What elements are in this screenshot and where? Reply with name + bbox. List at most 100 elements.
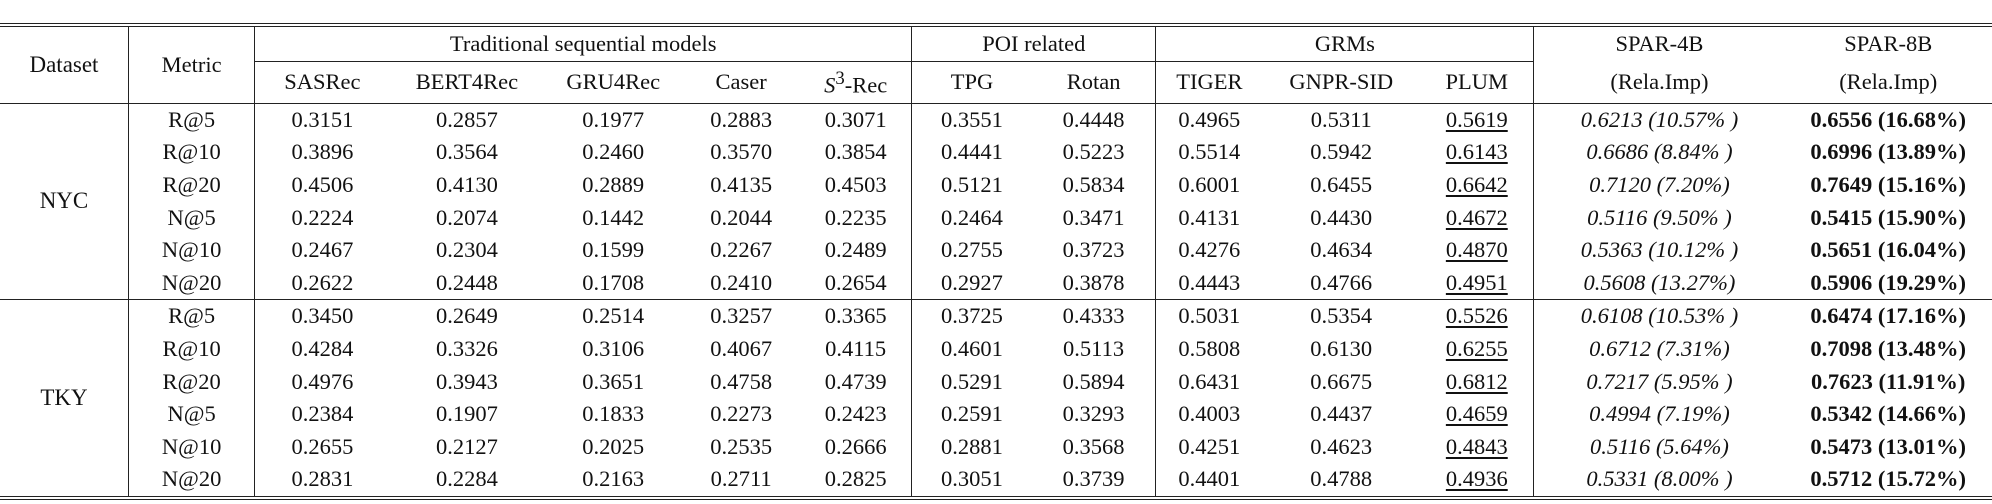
- tpg-header: TPG: [911, 61, 1032, 103]
- spar4b-value-cell: 0.7120 (7.20%): [1533, 168, 1785, 202]
- second-best-value: 0.6812: [1445, 368, 1508, 394]
- spar8b-best-value-cell: 0.7649 (15.16%): [1810, 171, 1967, 197]
- value-cell: 0.4672: [1420, 201, 1534, 234]
- gnprsid-header: GNPR-SID: [1262, 61, 1421, 103]
- value-cell: 0.1833: [582, 401, 645, 427]
- value-cell: 0.4965: [1155, 102, 1263, 137]
- value-cell: 0.3739: [1062, 466, 1125, 492]
- value-cell: 0.2127: [435, 433, 498, 459]
- value-cell: 0.4430: [1310, 204, 1373, 230]
- value-cell: 0.2423: [824, 401, 887, 427]
- value-cell: 0.3568: [1062, 433, 1125, 459]
- metric-label: N@5: [127, 397, 255, 431]
- value-cell: 0.3896: [254, 136, 390, 169]
- value-cell: 0.2655: [254, 430, 390, 464]
- value-cell: 0.5354: [1262, 299, 1421, 333]
- tiger-header: TIGER: [1155, 61, 1263, 103]
- value-cell: 0.2666: [824, 433, 887, 459]
- value-cell: 0.6812: [1420, 365, 1534, 398]
- value-cell: 0.2514: [544, 299, 683, 333]
- s3rec-suffix: -Rec: [844, 72, 888, 98]
- spar8b-best-value-cell: 0.5906 (19.29%): [1810, 269, 1967, 295]
- value-cell: 0.5514: [1155, 136, 1263, 169]
- spar8b-best-value-cell: 0.6474 (17.16%): [1784, 299, 1992, 333]
- value-cell: 0.2273: [710, 401, 773, 427]
- dataset-label: NYC: [0, 102, 129, 300]
- value-cell: 0.4067: [710, 335, 773, 361]
- value-cell: 0.2649: [389, 299, 545, 333]
- spar4b-value-cell: 0.5116 (5.64%): [1533, 430, 1785, 464]
- value-cell: 0.3723: [1062, 237, 1125, 263]
- value-cell: 0.4976: [254, 365, 390, 398]
- value-cell: 0.5223: [1062, 139, 1125, 165]
- spar8b-best-value-cell: 0.6996 (13.89%): [1810, 139, 1967, 165]
- value-cell: 0.2535: [710, 433, 773, 459]
- value-cell: 0.2224: [254, 201, 390, 234]
- poi-group-header: POI related: [911, 25, 1156, 62]
- value-cell: 0.3943: [435, 368, 498, 394]
- value-cell: 0.4135: [710, 171, 773, 197]
- metric-label: N@10: [127, 430, 255, 464]
- metric-label: R@10: [127, 332, 255, 366]
- value-cell: 0.4870: [1420, 234, 1534, 267]
- value-cell: 0.2622: [254, 266, 390, 300]
- value-cell: 0.2460: [582, 139, 645, 165]
- grms-group-header: GRMs: [1155, 25, 1534, 62]
- table-row: R@20 0.4976 0.3943 0.3651 0.4758 0.4739 0.5291…: [0, 365, 1992, 398]
- value-cell: 0.5894: [1062, 368, 1125, 394]
- value-cell: 0.4951: [1420, 266, 1534, 299]
- spar4b-subheader: (Rela.Imp): [1533, 61, 1785, 103]
- table-row: R@10 0.4284 0.3326 0.3106 0.4067 0.4115 0.4601…: [0, 332, 1992, 366]
- value-cell: 0.2163: [582, 466, 645, 492]
- value-cell: 0.3725: [911, 299, 1032, 333]
- table-row: NYC R@5 0.3151 0.2857 0.1977 0.2883 0.3071 0.35…: [0, 102, 1992, 300]
- value-cell: 0.5113: [1063, 335, 1125, 361]
- value-cell: 0.1442: [582, 204, 645, 230]
- value-cell: 0.6143: [1420, 136, 1534, 169]
- metric-label: R@5: [127, 102, 255, 137]
- value-cell: 0.4115: [825, 335, 887, 361]
- table-row: N@20 0.2831 0.2284 0.2163 0.2711 0.2825 0.3051…: [0, 463, 1992, 498]
- value-cell: 0.3878: [1062, 269, 1125, 295]
- value-cell: 0.4401: [1155, 463, 1263, 498]
- spar8b-best-value-cell: 0.5473 (13.01%): [1810, 433, 1967, 459]
- spar8b-best-value-cell: 0.7098 (13.48%): [1810, 335, 1967, 361]
- value-cell: 0.3051: [911, 463, 1032, 498]
- value-cell: 0.3471: [1062, 204, 1125, 230]
- metric-label: R@5: [127, 299, 255, 333]
- spar8b-best-value-cell: 0.7623 (11.91%): [1811, 368, 1966, 394]
- value-cell: 0.4131: [1155, 201, 1263, 234]
- spar8b-best-value-cell: 0.5342 (14.66%): [1810, 401, 1967, 427]
- rotan-header: Rotan: [1031, 61, 1156, 103]
- second-best-value: 0.4659: [1445, 401, 1508, 427]
- value-cell: 0.2074: [435, 204, 498, 230]
- value-cell: 0.5291: [911, 365, 1032, 398]
- metric-label: R@20: [127, 168, 255, 202]
- value-cell: 0.4623: [1310, 433, 1373, 459]
- gru4rec-header: GRU4Rec: [544, 61, 683, 103]
- spar8b-best-value-cell: 0.5415 (15.90%): [1810, 204, 1967, 230]
- value-cell: 0.5834: [1062, 171, 1125, 197]
- value-cell: 0.3570: [710, 139, 773, 165]
- dataset-column-header: Dataset: [29, 51, 99, 77]
- spar4b-value-cell: 0.7217 (5.95% ): [1533, 365, 1785, 398]
- value-cell: 0.3293: [1062, 401, 1125, 427]
- value-cell: 0.3551: [911, 102, 1032, 137]
- value-cell: 0.4448: [1031, 102, 1156, 137]
- metric-label: N@20: [127, 266, 255, 300]
- value-cell: 0.4443: [1155, 266, 1263, 300]
- second-best-value: 0.6642: [1445, 171, 1508, 197]
- table-row: R@20 0.4506 0.4130 0.2889 0.4135 0.4503 0.5121…: [0, 168, 1992, 202]
- value-cell: 0.4659: [1420, 398, 1534, 431]
- group-header-row: Dataset Metric Traditional sequential mo…: [0, 25, 1992, 103]
- value-cell: 0.4130: [435, 171, 498, 197]
- traditional-group-header: Traditional sequential models: [254, 25, 912, 62]
- second-best-value: 0.5526: [1445, 303, 1508, 329]
- dataset-label: TKY: [0, 299, 129, 498]
- value-cell: 0.2448: [435, 269, 498, 295]
- s3rec-superscript: 3: [835, 68, 845, 89]
- value-cell: 0.3564: [435, 139, 498, 165]
- spar4b-value-cell: 0.5363 (10.12% ): [1533, 233, 1785, 267]
- value-cell: 0.2384: [254, 397, 390, 431]
